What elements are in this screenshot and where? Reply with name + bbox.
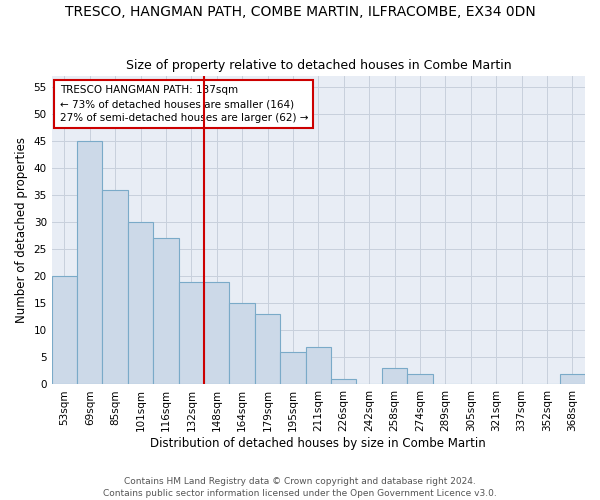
Bar — [179, 282, 204, 385]
Bar — [204, 282, 229, 385]
Text: TRESCO, HANGMAN PATH, COMBE MARTIN, ILFRACOMBE, EX34 0DN: TRESCO, HANGMAN PATH, COMBE MARTIN, ILFR… — [65, 5, 535, 19]
Bar — [153, 238, 179, 384]
X-axis label: Distribution of detached houses by size in Combe Martin: Distribution of detached houses by size … — [151, 437, 486, 450]
Title: Size of property relative to detached houses in Combe Martin: Size of property relative to detached ho… — [125, 59, 511, 72]
Bar — [77, 141, 103, 384]
Bar — [52, 276, 77, 384]
Bar — [382, 368, 407, 384]
Y-axis label: Number of detached properties: Number of detached properties — [15, 137, 28, 323]
Bar — [280, 352, 305, 384]
Bar — [255, 314, 280, 384]
Bar — [103, 190, 128, 384]
Text: Contains HM Land Registry data © Crown copyright and database right 2024.
Contai: Contains HM Land Registry data © Crown c… — [103, 476, 497, 498]
Bar — [407, 374, 433, 384]
Bar — [331, 379, 356, 384]
Bar — [560, 374, 585, 384]
Text: TRESCO HANGMAN PATH: 137sqm
← 73% of detached houses are smaller (164)
27% of se: TRESCO HANGMAN PATH: 137sqm ← 73% of det… — [59, 85, 308, 123]
Bar — [229, 304, 255, 384]
Bar — [305, 346, 331, 385]
Bar — [128, 222, 153, 384]
